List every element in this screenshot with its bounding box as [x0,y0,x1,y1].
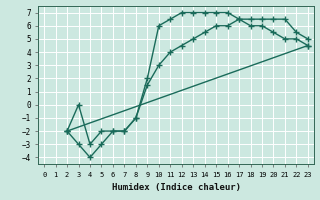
X-axis label: Humidex (Indice chaleur): Humidex (Indice chaleur) [111,183,241,192]
